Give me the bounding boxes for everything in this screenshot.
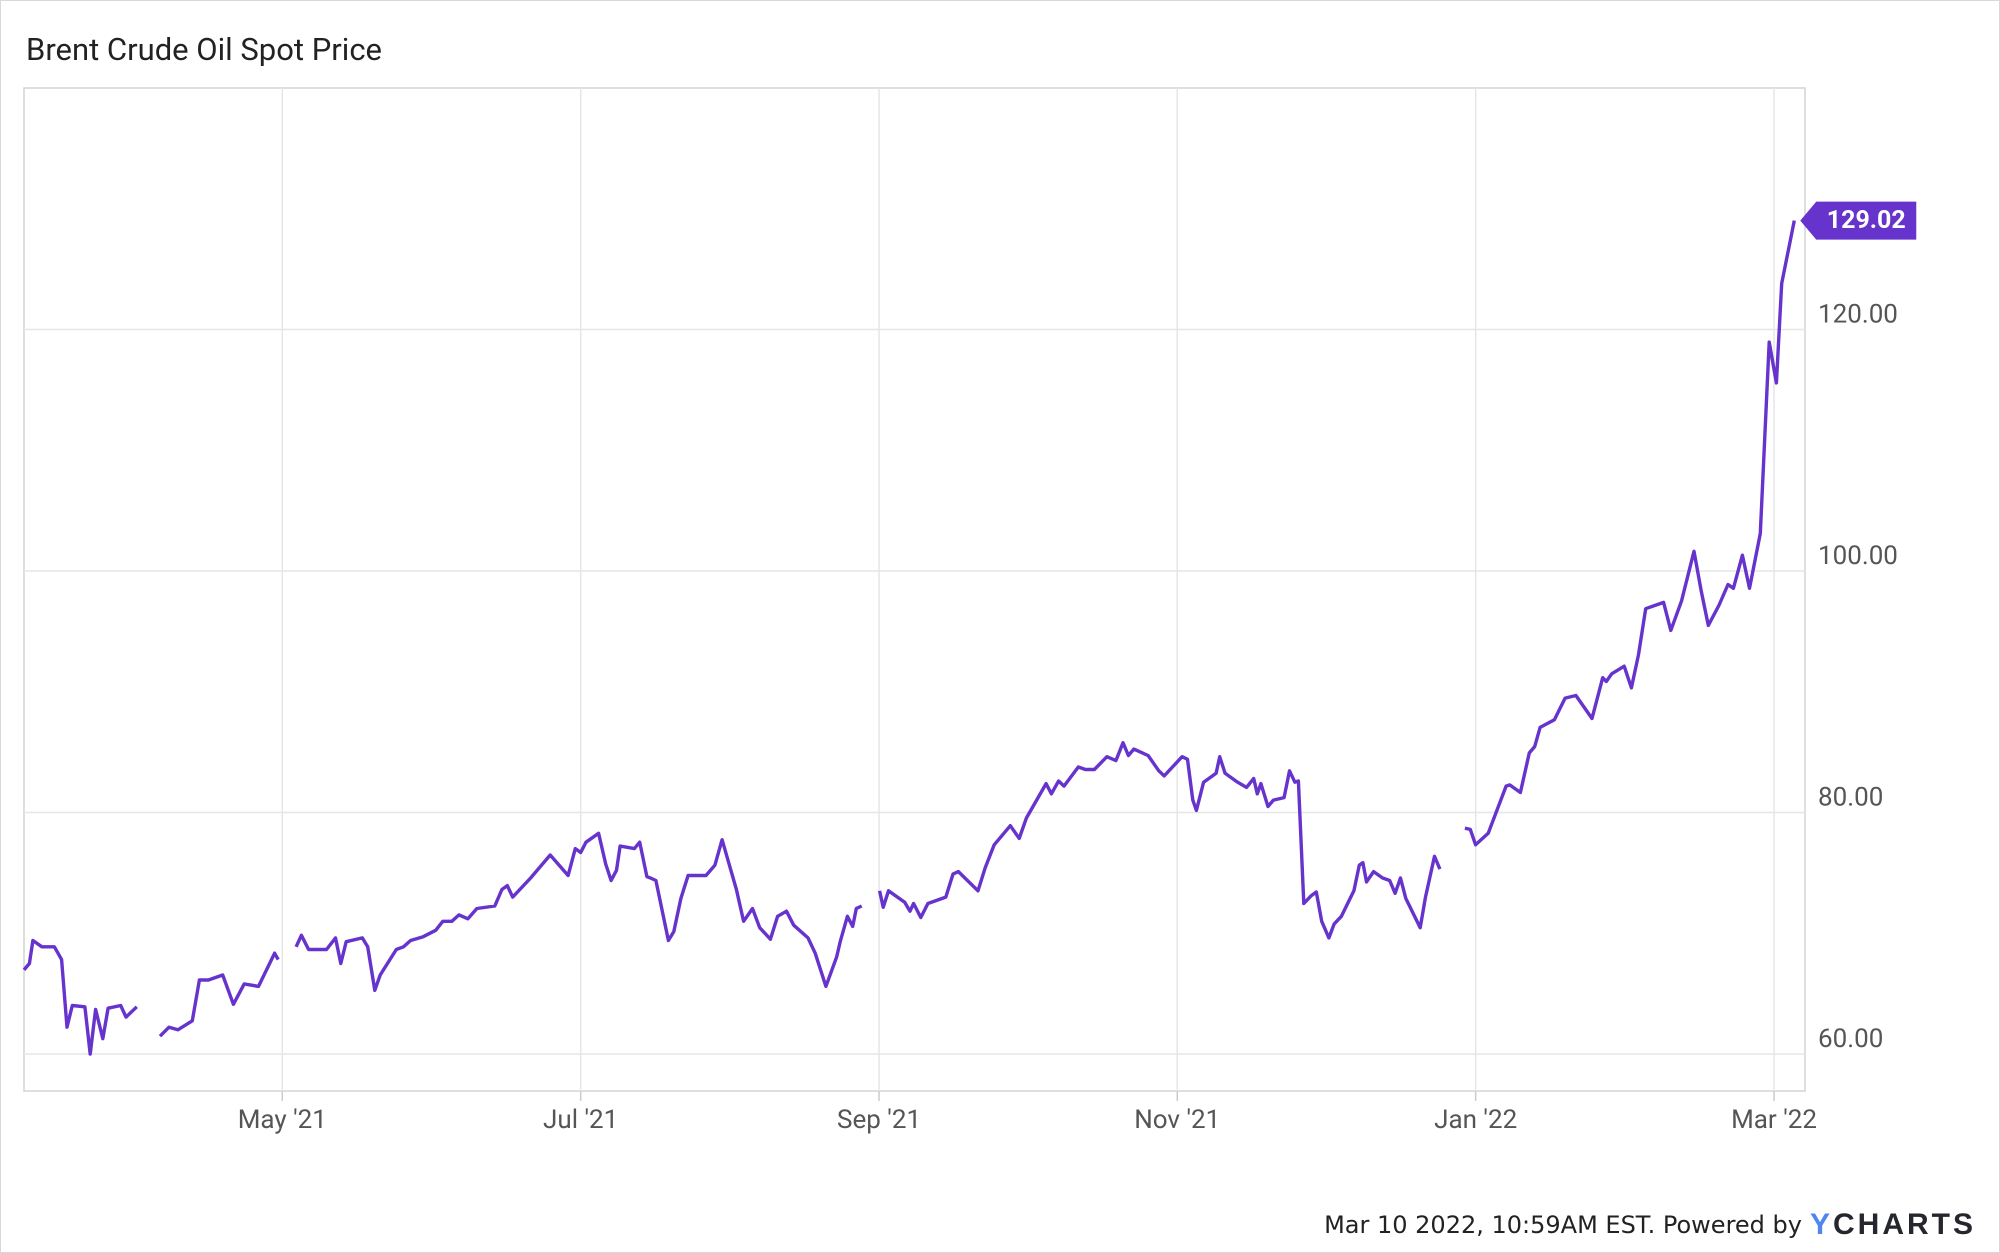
last-value-flag	[1800, 201, 1917, 240]
brand-logo: YCHARTS	[1809, 1208, 1976, 1241]
price-line	[1464, 220, 1796, 847]
x-tick-label: May '21	[238, 1105, 327, 1135]
price-line	[877, 741, 1442, 940]
x-tick-label: Mar '22	[1731, 1105, 1817, 1135]
y-tick-label: 120.00	[1818, 299, 1898, 329]
y-tick-label: 100.00	[1818, 541, 1898, 571]
price-line	[158, 951, 280, 1038]
x-tick-label: Jan '22	[1434, 1105, 1517, 1135]
price-line	[294, 831, 863, 992]
plot-frame	[23, 87, 1806, 1092]
chart-title: Brent Crude Oil Spot Price	[26, 31, 382, 68]
source-note: Mar 10 2022, 10:59AM EST. Powered by	[1324, 1211, 1802, 1239]
y-tick-label: 80.00	[1818, 782, 1883, 812]
last-value-text: 129.02	[1827, 206, 1906, 235]
y-tick-label: 60.00	[1818, 1024, 1883, 1054]
footer: Mar 10 2022, 10:59AM EST. Powered by YCH…	[1324, 1205, 1976, 1245]
price-line	[22, 938, 138, 1056]
x-tick-label: Jul '21	[543, 1105, 618, 1135]
x-tick-label: Sep '21	[837, 1105, 921, 1135]
x-tick-label: Nov '21	[1134, 1105, 1220, 1135]
last-value-label: 129.02	[1800, 201, 1917, 240]
